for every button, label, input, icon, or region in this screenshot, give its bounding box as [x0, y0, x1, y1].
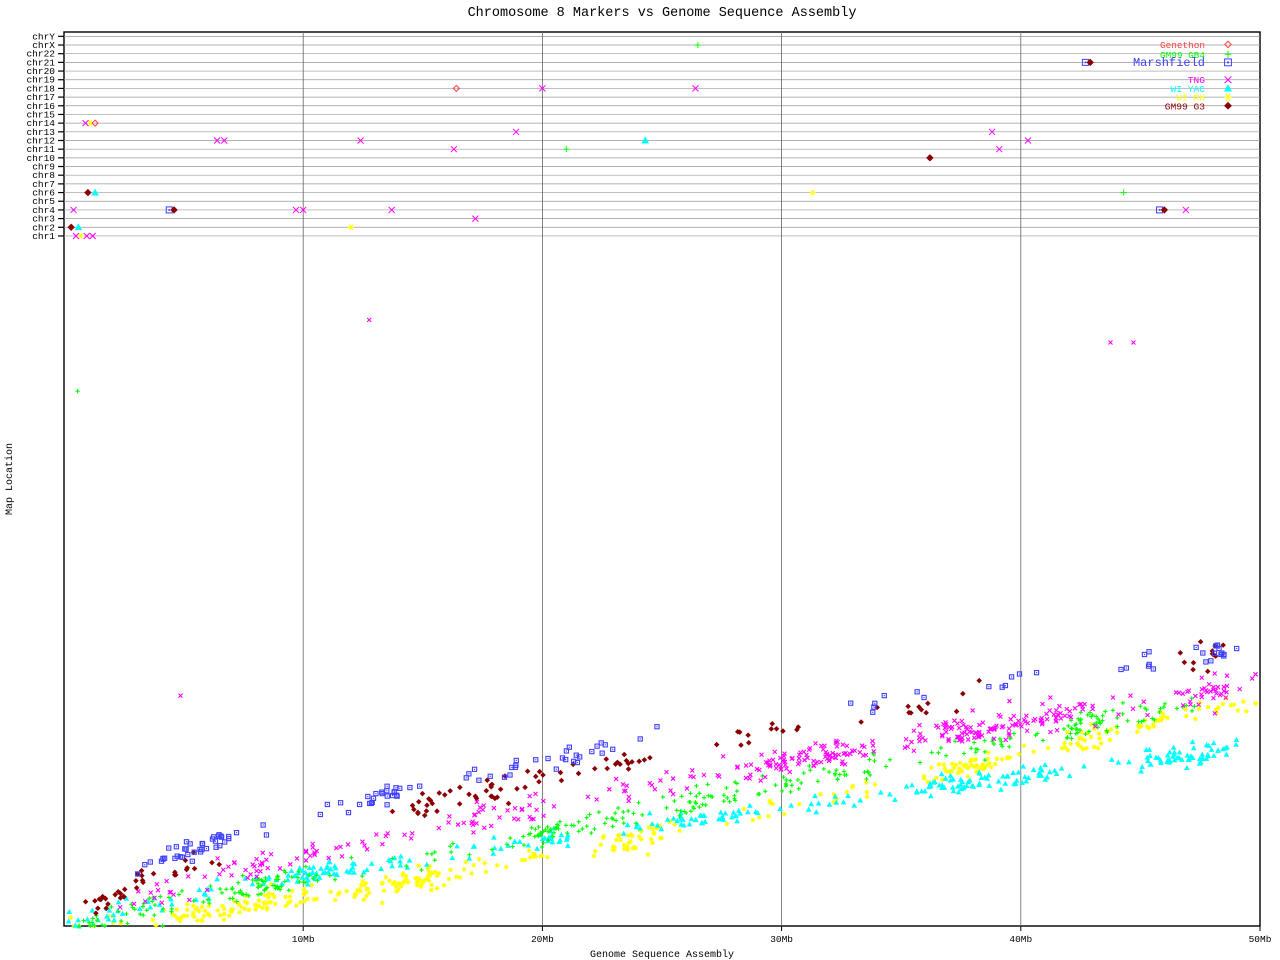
svg-text:chr1: chr1	[32, 231, 55, 242]
svg-text:10Mb: 10Mb	[292, 934, 315, 945]
svg-text:GM99 G3: GM99 G3	[1165, 101, 1206, 112]
svg-text:Genome Sequence Assembly: Genome Sequence Assembly	[590, 949, 734, 960]
svg-text:Marshfield: Marshfield	[1133, 56, 1205, 70]
svg-text:30Mb: 30Mb	[770, 934, 793, 945]
svg-text:Map Location: Map Location	[4, 443, 16, 515]
svg-text:40Mb: 40Mb	[1009, 934, 1032, 945]
svg-text:20Mb: 20Mb	[531, 934, 554, 945]
svg-text:Chromosome 8 Markers vs Genome: Chromosome 8 Markers vs Genome Sequence …	[468, 6, 857, 21]
svg-text:50Mb: 50Mb	[1249, 934, 1272, 945]
